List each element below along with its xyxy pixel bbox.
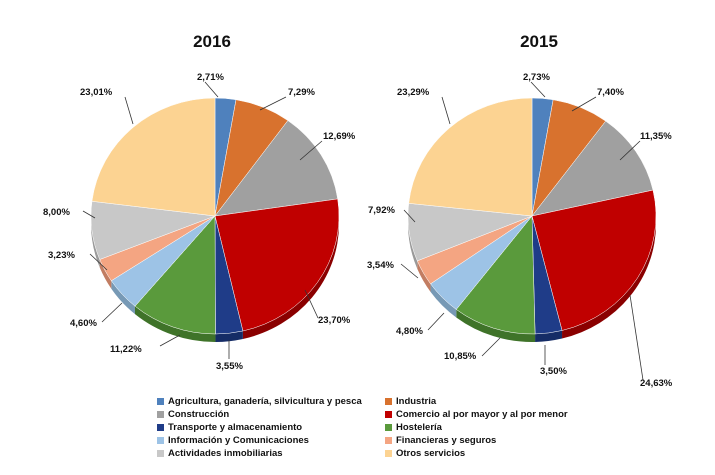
data-label-6: 4,60%: [70, 318, 97, 329]
leader-line-8: [403, 209, 416, 223]
legend-label-9: Otros servicios: [396, 448, 466, 459]
legend-label-7: Financieras y seguros: [396, 435, 497, 446]
legend-item-7: Financieras y seguros: [385, 434, 496, 447]
data-label-1: 7,29%: [288, 87, 315, 98]
legend-item-1: Industria: [385, 395, 436, 408]
data-label-4: 3,55%: [216, 361, 243, 372]
pie-slice-9: [91, 97, 216, 217]
legend-item-4: Transporte y almacenamiento: [157, 421, 302, 434]
leader-line-0: [530, 81, 546, 98]
leader-line-3: [304, 289, 319, 319]
data-label-9: 23,29%: [397, 87, 430, 98]
data-label-3: 23,70%: [318, 315, 351, 326]
data-label-9: 23,01%: [80, 87, 113, 98]
legend-swatch-3: [385, 411, 392, 418]
leader-line-2: [619, 140, 641, 161]
leader-line-5: [159, 334, 181, 347]
data-label-7: 3,54%: [367, 260, 394, 271]
leader-line-2: [299, 140, 323, 161]
legend-item-6: Información y Comunicaciones: [157, 434, 309, 447]
legend-label-3: Comercio al por mayor y al por menor: [396, 409, 568, 420]
leader-line-9: [441, 96, 451, 125]
pie-side-8: [91, 216, 100, 268]
legend-label-2: Construcción: [168, 409, 230, 420]
legend-item-0: Agricultura, ganadería, silvicultura y p…: [157, 395, 362, 408]
legend-label-6: Información y Comunicaciones: [168, 435, 309, 446]
leader-line-7: [400, 263, 419, 279]
legend-label-1: Industria: [396, 396, 437, 407]
legend-label-0: Agricultura, ganadería, silvicultura y p…: [168, 396, 362, 407]
data-label-1: 7,40%: [597, 87, 624, 98]
leader-line-6: [101, 302, 123, 323]
pie-chart-2015: 2015 2,73% 7,40% 11,35% 24,63% 3,50% 10,85% 4,8…: [367, 32, 673, 389]
data-label-3: 24,63%: [640, 378, 673, 389]
legend-label-4: Transporte y almacenamiento: [168, 422, 303, 433]
legend-label-8: Actividades inmobiliarias: [168, 448, 283, 459]
data-label-5: 11,22%: [110, 344, 142, 355]
legend-swatch-4: [157, 424, 164, 431]
legend-swatch-6: [157, 437, 164, 444]
leader-line-1: [259, 96, 287, 111]
legend-swatch-5: [385, 424, 392, 431]
pie-side-5: [135, 306, 216, 343]
pie-side-3: [242, 216, 339, 339]
pie-slice-5: [455, 215, 536, 335]
leader-line-8: [82, 210, 96, 219]
pie-slice-3: [214, 198, 340, 332]
data-label-0: 2,71%: [197, 72, 224, 83]
legend-label-5: Hostelería: [396, 422, 442, 433]
pie-side-4: [215, 330, 243, 342]
leader-line-7: [89, 253, 108, 271]
data-label-0: 2,73%: [523, 72, 550, 83]
legend-swatch-9: [385, 450, 392, 457]
chart-title: 2015: [520, 32, 558, 51]
legend-item-5: Hostelería: [385, 421, 442, 434]
pie-side-3: [562, 216, 656, 339]
chart-title: 2016: [193, 32, 231, 51]
pie-chart-2016: 2016 2,71% 7,29% 12,69% 23,70% 3,55% 11,22% 4,6…: [43, 32, 356, 372]
pie-slice-2: [531, 120, 654, 217]
legend-item-9: Otros servicios: [385, 447, 465, 460]
pie-side-6: [430, 283, 457, 318]
legend-swatch-1: [385, 398, 392, 405]
leader-line-0: [204, 81, 219, 98]
data-label-2: 11,35%: [640, 131, 672, 142]
data-label-7: 3,23%: [48, 250, 75, 261]
data-label-8: 7,92%: [368, 205, 395, 216]
legend-swatch-0: [157, 398, 164, 405]
leader-line-6: [427, 312, 445, 331]
leader-line-3: [629, 294, 644, 381]
pie-slice-5: [134, 215, 216, 335]
data-label-2: 12,69%: [323, 131, 356, 142]
data-label-6: 4,80%: [396, 326, 423, 337]
data-label-8: 8,00%: [43, 207, 70, 218]
pie-slice-3: [531, 189, 657, 331]
legend-swatch-2: [157, 411, 164, 418]
leader-line-5: [481, 337, 501, 357]
leader-line-1: [571, 96, 597, 112]
legend-item-8: Actividades inmobiliarias: [157, 447, 283, 460]
pie-slice-2: [214, 120, 338, 217]
pie-side-5: [456, 309, 536, 342]
legend-swatch-7: [385, 437, 392, 444]
pie-depth: [91, 216, 339, 343]
legend-swatch-8: [157, 450, 164, 457]
pie-side-6: [111, 280, 136, 315]
leader-line-9: [124, 96, 134, 125]
legend-item-3: Comercio al por mayor y al por menor: [385, 408, 568, 421]
pie-side-4: [535, 330, 563, 342]
pie-side-7: [99, 259, 112, 289]
pie-charts-svg: 2016 2,71% 7,29% 12,69% 23,70% 3,55% 11,22% 4,6…: [43, 32, 673, 389]
pie-slice-9: [408, 97, 533, 217]
pie-side-7: [417, 260, 431, 292]
data-label-4: 3,50%: [540, 366, 567, 377]
data-label-5: 10,85%: [444, 351, 477, 362]
legend-item-2: Construcción: [157, 408, 229, 421]
pie-depth: [408, 216, 656, 342]
